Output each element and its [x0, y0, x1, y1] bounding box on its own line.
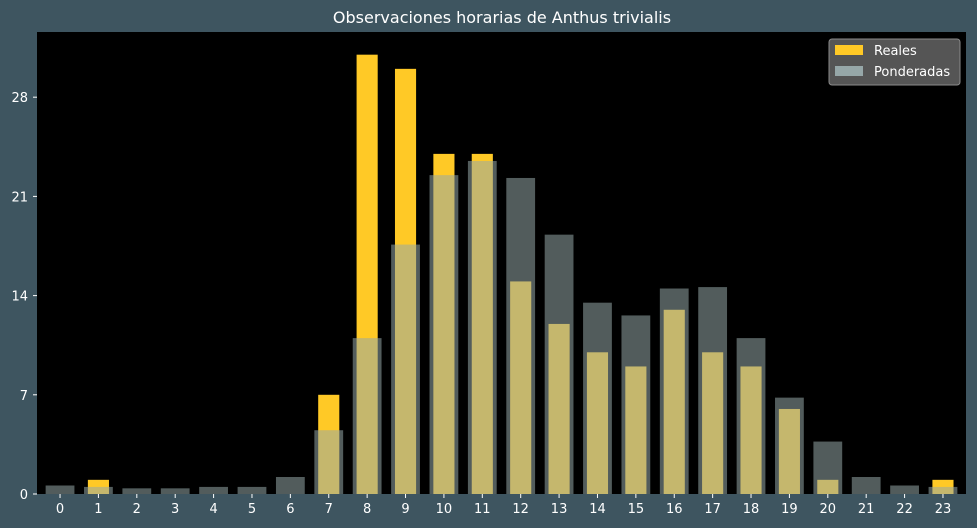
x-tick-label: 3	[171, 502, 179, 517]
x-tick-label: 18	[743, 502, 760, 517]
x-tick-label: 10	[436, 502, 453, 517]
bar-ponderadas-22	[890, 485, 919, 494]
bar-ponderadas-0	[45, 485, 75, 494]
x-tick-label: 21	[858, 502, 875, 517]
x-tick-label: 11	[474, 502, 491, 517]
x-tick-label: 7	[325, 502, 333, 517]
x-tick-label: 12	[512, 502, 529, 517]
x-tick-label: 22	[896, 502, 913, 517]
x-tick-label: 15	[628, 502, 645, 517]
bar-ponderadas-4	[199, 486, 228, 494]
x-tick-label: 5	[248, 502, 256, 517]
bar-ponderadas-3	[160, 488, 190, 494]
legend-label-reales: Reales	[874, 44, 917, 59]
legend-swatch-ponderadas	[835, 66, 863, 76]
bar-ponderadas-10	[429, 175, 459, 495]
bar-ponderadas-21	[851, 476, 881, 494]
x-tick-label: 8	[363, 502, 371, 517]
x-tick-label: 20	[820, 502, 837, 517]
bar-ponderadas-15	[621, 315, 651, 494]
legend-label-ponderadas: Ponderadas	[874, 65, 950, 80]
bar-ponderadas-7	[314, 430, 344, 494]
y-axis-ticks: 0 7 14 21 28	[11, 91, 37, 503]
x-axis-ticks: 0 1 2 3 4 5 6 7 8 9 10 11 12 13 14 15 16 17 18 19 20 21 22 23	[56, 494, 951, 517]
bar-ponderadas-8	[352, 338, 382, 494]
bar-ponderadas-23	[928, 486, 958, 494]
bar-ponderadas-19	[775, 397, 804, 494]
bar-ponderadas-18	[736, 338, 766, 494]
x-tick-label: 1	[94, 502, 102, 517]
legend: Reales Ponderadas	[828, 38, 961, 86]
y-tick-label: 0	[20, 488, 28, 503]
bar-ponderadas-16	[659, 288, 689, 494]
chart-title: Observaciones horarias de Anthus trivial…	[333, 8, 671, 27]
bar-ponderadas-5	[237, 486, 267, 494]
bar-ponderadas-2	[122, 488, 152, 494]
x-tick-label: 19	[781, 502, 798, 517]
bar-ponderadas-11	[467, 160, 497, 494]
bar-ponderadas-9	[391, 244, 420, 494]
x-tick-label: 14	[589, 502, 606, 517]
bar-ponderadas-14	[583, 302, 612, 494]
bar-ponderadas-6	[275, 476, 305, 494]
x-tick-label: 13	[551, 502, 568, 517]
bar-ponderadas-17	[698, 287, 728, 494]
x-tick-label: 17	[704, 502, 721, 517]
x-tick-label: 23	[935, 502, 952, 517]
bar-ponderadas-1	[84, 486, 113, 494]
plot-area	[37, 32, 966, 494]
y-tick-label: 7	[20, 389, 28, 404]
y-tick-label: 21	[11, 190, 28, 205]
y-tick-label: 28	[11, 91, 28, 106]
series-ponderadas-bars	[45, 160, 958, 495]
x-tick-label: 0	[56, 502, 64, 517]
x-tick-label: 4	[209, 502, 217, 517]
bar-ponderadas-20	[813, 441, 843, 494]
x-tick-label: 16	[666, 502, 683, 517]
bar-ponderadas-12	[506, 177, 536, 494]
legend-swatch-reales	[835, 45, 863, 55]
y-tick-label: 14	[11, 290, 28, 305]
x-tick-label: 9	[401, 502, 409, 517]
x-tick-label: 2	[133, 502, 141, 517]
x-tick-label: 6	[286, 502, 294, 517]
bar-ponderadas-13	[544, 234, 574, 495]
